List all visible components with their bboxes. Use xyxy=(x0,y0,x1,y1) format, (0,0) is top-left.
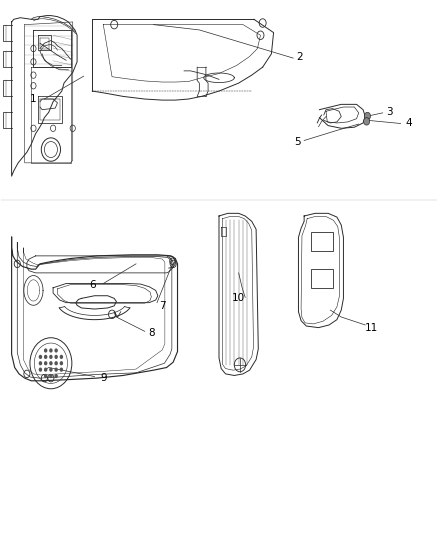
Circle shape xyxy=(49,355,53,359)
Circle shape xyxy=(54,355,58,359)
Circle shape xyxy=(44,361,47,366)
Circle shape xyxy=(54,361,58,366)
Circle shape xyxy=(364,118,370,125)
Circle shape xyxy=(49,368,53,372)
Circle shape xyxy=(39,368,42,372)
Circle shape xyxy=(54,374,58,378)
Text: 6: 6 xyxy=(89,280,95,290)
Circle shape xyxy=(364,112,371,120)
Circle shape xyxy=(49,361,53,366)
Text: 5: 5 xyxy=(294,136,301,147)
Circle shape xyxy=(49,349,53,353)
Text: 1: 1 xyxy=(30,94,37,104)
Circle shape xyxy=(44,368,47,372)
Text: 2: 2 xyxy=(297,52,303,61)
Circle shape xyxy=(60,368,63,372)
Circle shape xyxy=(49,374,53,378)
Circle shape xyxy=(44,374,47,378)
Text: 10: 10 xyxy=(232,293,245,303)
Circle shape xyxy=(44,349,47,353)
Text: 11: 11 xyxy=(365,322,378,333)
Text: 4: 4 xyxy=(406,118,412,128)
Text: 7: 7 xyxy=(159,301,166,311)
Circle shape xyxy=(39,355,42,359)
Text: 8: 8 xyxy=(148,328,155,338)
Circle shape xyxy=(60,355,63,359)
Text: 3: 3 xyxy=(386,107,392,117)
Circle shape xyxy=(60,361,63,366)
Text: 9: 9 xyxy=(100,373,106,383)
Circle shape xyxy=(54,368,58,372)
Circle shape xyxy=(44,355,47,359)
Circle shape xyxy=(39,361,42,366)
Circle shape xyxy=(54,349,58,353)
